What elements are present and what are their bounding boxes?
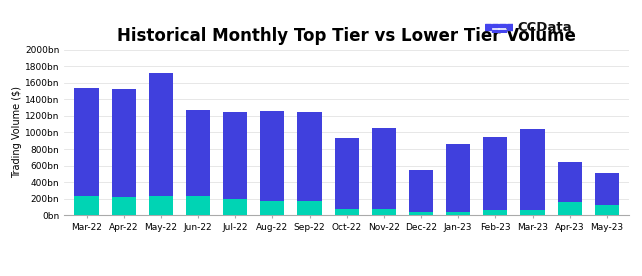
Bar <box>558 203 582 215</box>
Bar <box>483 210 507 215</box>
Bar <box>485 24 491 26</box>
Bar <box>492 30 498 33</box>
Bar <box>594 173 619 205</box>
Bar <box>334 138 359 209</box>
Bar <box>260 111 284 201</box>
Bar <box>112 197 135 215</box>
Bar <box>446 211 470 215</box>
Bar <box>372 128 396 209</box>
Bar <box>186 110 210 196</box>
Text: CCData: CCData <box>517 20 571 34</box>
Bar <box>260 201 284 215</box>
Bar <box>74 88 99 196</box>
Bar <box>372 209 396 215</box>
Bar <box>492 24 498 26</box>
Bar <box>409 212 433 215</box>
Bar <box>558 162 582 203</box>
Bar <box>521 210 544 215</box>
Y-axis label: Trading Volume ($): Trading Volume ($) <box>12 86 22 179</box>
Bar <box>483 137 507 210</box>
Bar <box>507 27 513 30</box>
Title: Historical Monthly Top Tier vs Lower Tier Volume: Historical Monthly Top Tier vs Lower Tie… <box>117 27 576 45</box>
Bar <box>521 129 544 210</box>
Bar <box>446 144 470 211</box>
Bar <box>499 24 505 26</box>
Bar <box>223 112 247 199</box>
Bar <box>223 199 247 215</box>
Bar <box>186 196 210 215</box>
Bar <box>409 170 433 212</box>
Bar <box>297 112 322 201</box>
Bar <box>149 196 173 215</box>
Bar <box>297 201 322 215</box>
Bar <box>149 73 173 196</box>
Bar <box>485 27 491 30</box>
Bar <box>499 30 505 33</box>
Bar <box>74 196 99 215</box>
Bar <box>594 205 619 215</box>
Bar <box>507 24 513 26</box>
Bar <box>112 89 135 197</box>
Bar <box>334 209 359 215</box>
